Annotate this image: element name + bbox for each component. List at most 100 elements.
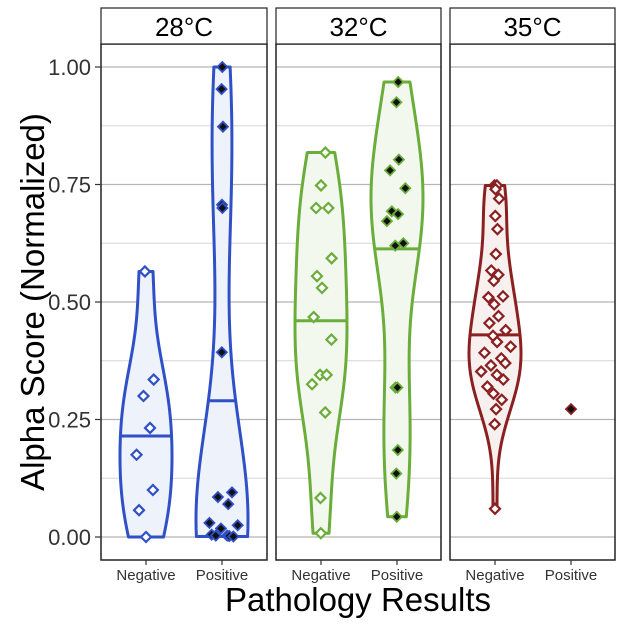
data-point xyxy=(136,389,151,403)
data-point xyxy=(324,333,338,347)
data-point xyxy=(325,251,339,265)
data-point xyxy=(318,405,332,420)
data-point xyxy=(391,207,405,221)
data-point xyxy=(490,222,504,236)
data-point xyxy=(211,490,225,504)
data-point xyxy=(488,417,502,431)
data-point xyxy=(231,518,244,532)
grid-layer xyxy=(101,66,615,538)
x-tick-label: Negative xyxy=(116,567,175,584)
facet-label: 35°C xyxy=(503,12,561,42)
data-point xyxy=(138,264,152,279)
x-tick-label: Negative xyxy=(465,567,524,584)
data-point xyxy=(496,372,510,387)
data-point xyxy=(216,60,229,74)
data-point xyxy=(139,530,153,544)
data-point xyxy=(391,381,404,394)
y-axis-title: Alpha Score (Normalized) xyxy=(14,113,51,491)
x-tick-label: Positive xyxy=(371,567,424,584)
data-point xyxy=(492,192,506,206)
data-point xyxy=(225,486,239,499)
y-tick-label: 0.50 xyxy=(48,290,91,315)
data-point xyxy=(496,289,510,303)
violin-shape xyxy=(118,269,174,539)
data-point xyxy=(305,377,319,391)
data-point xyxy=(314,178,328,192)
data-point xyxy=(147,372,161,387)
y-tick-label: 0.75 xyxy=(48,173,91,198)
data-point xyxy=(488,209,502,223)
data-point xyxy=(215,346,229,359)
data-point xyxy=(488,182,503,196)
data-point xyxy=(391,75,405,89)
data-point xyxy=(482,316,496,330)
data-point xyxy=(314,526,328,540)
data-point xyxy=(221,497,235,511)
panels-layer: 28°C 32°C 35°C xyxy=(100,7,616,561)
data-point xyxy=(388,239,402,252)
y-tick-label: 0.25 xyxy=(48,408,91,433)
data-point xyxy=(390,95,403,109)
data-point xyxy=(320,368,334,382)
data-point xyxy=(486,387,501,401)
data-point xyxy=(390,510,404,524)
data-point xyxy=(495,393,509,407)
data-point xyxy=(310,269,324,283)
data-point xyxy=(146,483,160,497)
data-point xyxy=(487,297,501,311)
data-point xyxy=(491,309,506,323)
data-point xyxy=(392,153,406,166)
facet-label: 32°C xyxy=(329,12,387,42)
data-point xyxy=(480,380,494,394)
x-tick-label: Positive xyxy=(545,567,598,584)
data-point xyxy=(399,181,412,195)
data-point xyxy=(489,247,503,261)
facet-panel: 35°C xyxy=(449,7,616,561)
data-point xyxy=(307,310,321,324)
x-tick-label: Positive xyxy=(196,567,249,584)
x-axis-title: Pathology Results xyxy=(225,581,491,618)
x-tick-label: Negative xyxy=(291,567,350,584)
facet-strip xyxy=(449,7,616,45)
data-point xyxy=(499,323,513,337)
data-point xyxy=(484,358,498,373)
data-point xyxy=(383,164,397,177)
data-point xyxy=(313,491,328,505)
data-point xyxy=(143,421,157,435)
y-tick-label: 0.00 xyxy=(48,525,91,550)
axis-layer: Negative Positive Negative Positive Negative… xyxy=(48,55,597,584)
data-point xyxy=(132,503,146,517)
data-point xyxy=(216,120,230,133)
data-point xyxy=(481,290,495,304)
data-point xyxy=(477,346,492,360)
data-point xyxy=(321,201,335,215)
facet-panel: 28°C xyxy=(100,7,268,561)
data-point xyxy=(504,340,518,354)
data-point xyxy=(390,467,403,480)
data-point xyxy=(498,356,512,370)
data-point xyxy=(318,145,332,160)
data-point xyxy=(215,82,228,96)
data-point xyxy=(489,402,503,416)
data-point xyxy=(227,530,240,543)
data-point xyxy=(487,274,501,288)
data-point xyxy=(564,402,578,416)
data-point xyxy=(214,522,228,535)
data-point xyxy=(488,502,502,516)
data-point xyxy=(474,365,488,379)
facet-label: 28°C xyxy=(155,12,213,42)
violin-shape xyxy=(194,65,250,539)
data-point xyxy=(490,335,504,349)
data-point xyxy=(391,443,405,457)
data-point xyxy=(216,201,229,215)
facet-strip xyxy=(275,7,442,45)
violin-shape xyxy=(293,151,349,535)
violin-shape xyxy=(369,80,425,519)
violin-shape xyxy=(467,183,523,511)
facet-panel: 32°C xyxy=(275,7,442,561)
data-point xyxy=(203,516,216,530)
data-point xyxy=(209,529,223,542)
facet-strip xyxy=(100,7,268,45)
y-tick-label: 1.00 xyxy=(48,55,91,80)
